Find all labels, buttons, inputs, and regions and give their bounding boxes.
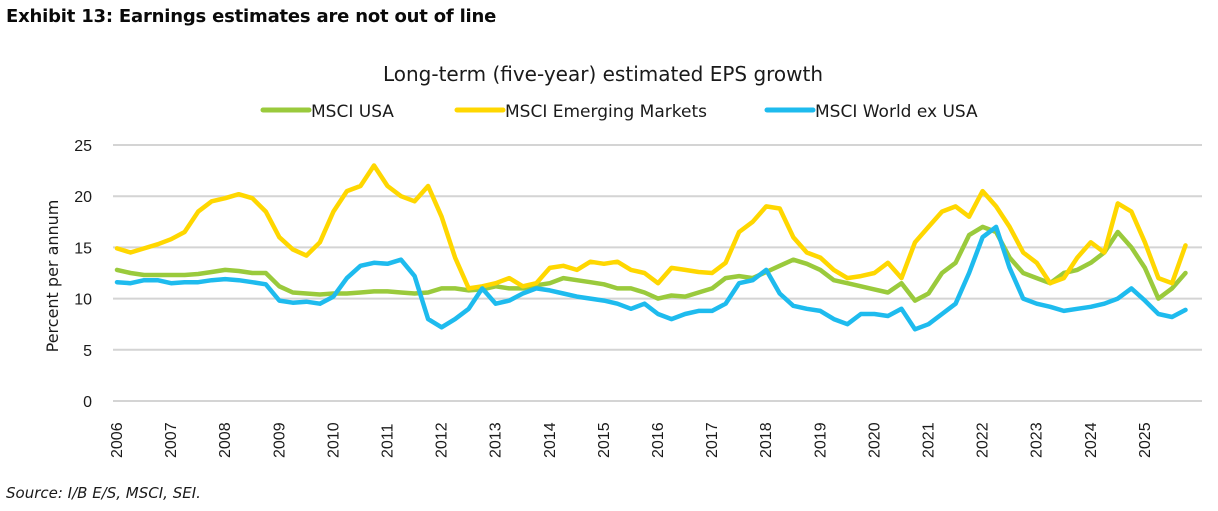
x-tick-label: 2007 xyxy=(163,422,180,458)
x-tick-label: 2012 xyxy=(434,422,451,458)
x-tick-label: 2017 xyxy=(704,422,721,458)
x-tick-label: 2006 xyxy=(109,422,126,458)
chart-title: Long-term (five-year) estimated EPS grow… xyxy=(383,62,823,86)
x-tick-label: 2023 xyxy=(1029,422,1046,458)
x-tick-label: 2021 xyxy=(921,422,938,458)
series-line-msci-usa xyxy=(114,224,1188,303)
legend-label: MSCI World ex USA xyxy=(815,102,978,122)
x-tick-label: 2022 xyxy=(975,422,992,458)
x-tick-label: 2019 xyxy=(812,422,829,458)
exhibit-title: Exhibit 13: Earnings estimates are not o… xyxy=(6,6,497,27)
x-tick-label: 2025 xyxy=(1137,422,1154,458)
x-tick-label: 2018 xyxy=(758,422,775,458)
y-axis-ticks: 0 5 10 15 20 25 xyxy=(74,138,92,411)
y-tick-label: 0 xyxy=(83,394,92,411)
x-tick-label: 2015 xyxy=(596,422,613,458)
y-axis-label: Percent per annum xyxy=(43,200,62,353)
source-note: Source: I/B E/S, MSCI, SEI. xyxy=(6,484,201,502)
legend-label: MSCI USA xyxy=(311,102,394,122)
series-lines xyxy=(114,163,1188,332)
y-tick-label: 5 xyxy=(83,343,92,360)
y-tick-label: 20 xyxy=(74,189,92,206)
y-tick-label: 15 xyxy=(74,240,92,257)
legend-label: MSCI Emerging Markets xyxy=(505,102,707,122)
x-tick-label: 2024 xyxy=(1083,422,1100,458)
x-tick-label: 2009 xyxy=(271,422,288,458)
x-tick-label: 2013 xyxy=(488,422,505,458)
x-tick-label: 2016 xyxy=(650,422,667,458)
legend: MSCI USA MSCI Emerging Markets MSCI World … xyxy=(260,102,978,122)
x-tick-label: 2020 xyxy=(866,422,883,458)
y-tick-label: 25 xyxy=(74,138,92,155)
x-axis-ticks: 2006 2007 2008 2009 2010 2011 2012 2013 2014 2015… xyxy=(109,422,1154,458)
series-line-msci-world-ex-usa xyxy=(114,224,1188,332)
y-tick-label: 10 xyxy=(74,292,92,309)
x-tick-label: 2008 xyxy=(217,422,234,458)
x-tick-label: 2014 xyxy=(542,422,559,458)
x-tick-label: 2010 xyxy=(325,422,342,458)
x-tick-label: 2011 xyxy=(380,423,397,458)
gridlines xyxy=(113,144,1202,402)
series-line-msci-emerging-markets xyxy=(114,163,1188,291)
